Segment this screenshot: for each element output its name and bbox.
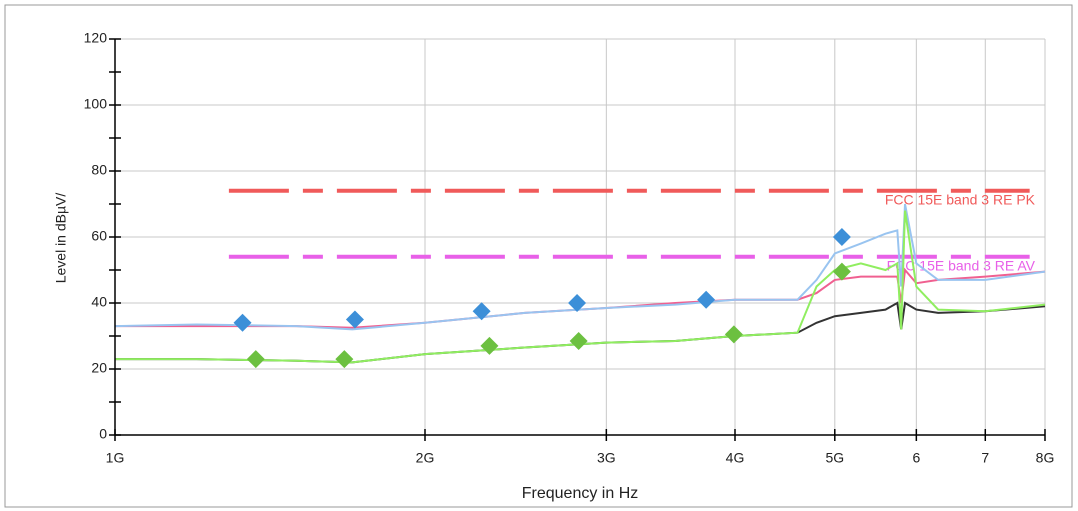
x-tick-label: 4G bbox=[726, 450, 745, 466]
y-tick-label: 100 bbox=[84, 96, 108, 112]
y-tick-label: 40 bbox=[91, 294, 107, 310]
marker bbox=[724, 325, 743, 344]
marker bbox=[832, 228, 851, 246]
y-tick-label: 80 bbox=[91, 162, 107, 178]
x-tick-label: 2G bbox=[416, 450, 435, 466]
marker bbox=[335, 350, 354, 369]
y-axis-title: Level in dBµV/ bbox=[53, 193, 69, 284]
x-tick-label: 1G bbox=[106, 450, 125, 466]
x-tick-label: 7 bbox=[981, 450, 989, 466]
trace bbox=[115, 210, 1046, 364]
x-tick-label: 5G bbox=[825, 450, 844, 466]
limit-label: FCC 15E band 3 RE PK bbox=[885, 192, 1036, 208]
y-tick-label: 120 bbox=[84, 30, 108, 46]
trace bbox=[114, 203, 1046, 331]
trace bbox=[115, 267, 1046, 329]
marker bbox=[345, 310, 364, 329]
y-tick-label: 20 bbox=[91, 360, 107, 376]
marker bbox=[233, 313, 252, 332]
limit-label: FCC 15E band 3 RE AV bbox=[887, 258, 1036, 274]
y-tick-label: 0 bbox=[99, 426, 107, 442]
marker bbox=[832, 262, 851, 281]
marker bbox=[472, 302, 491, 321]
y-tick-label: 60 bbox=[91, 228, 107, 244]
marker bbox=[569, 331, 588, 350]
x-tick-label: 8G bbox=[1036, 450, 1055, 466]
marker bbox=[697, 290, 716, 309]
x-axis-title: Frequency in Hz bbox=[522, 485, 639, 502]
marker bbox=[246, 350, 265, 369]
x-tick-label: 6 bbox=[912, 450, 920, 466]
marker bbox=[568, 294, 587, 312]
frame bbox=[4, 4, 1073, 508]
x-tick-label: 3G bbox=[597, 450, 616, 466]
marker bbox=[480, 336, 499, 355]
